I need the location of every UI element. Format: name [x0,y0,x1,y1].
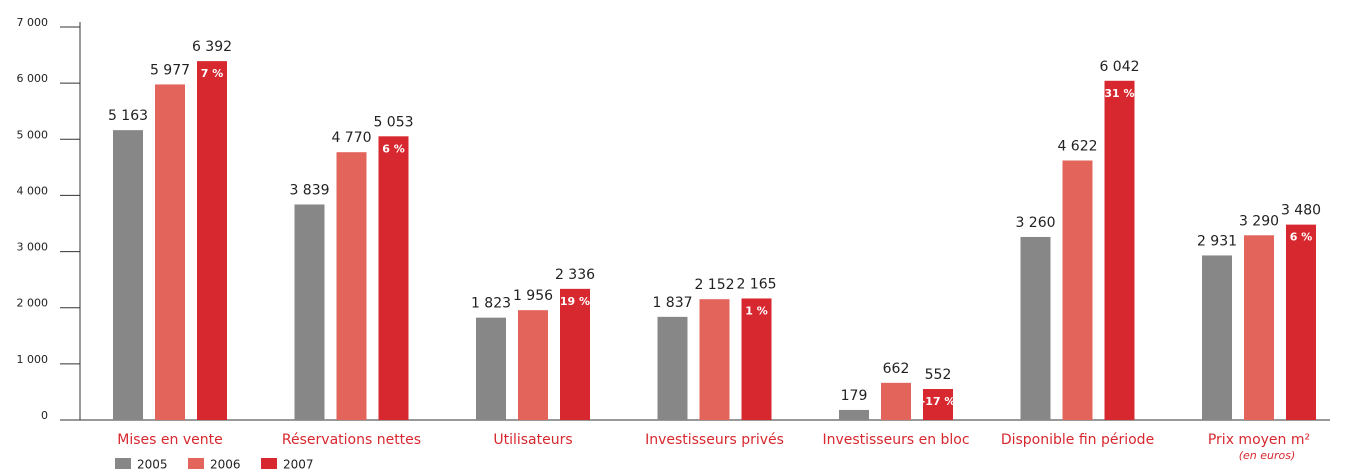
value-label: 1 956 [513,288,553,304]
value-label: 2 152 [694,277,734,293]
value-label: 6 392 [192,39,232,55]
value-label: 4 770 [331,130,371,146]
bar [657,316,688,420]
bar [378,136,409,420]
change-label: 6 % [382,142,405,155]
legend-label: 2005 [137,458,168,472]
y-tick-label: 0 [41,409,48,422]
value-label: 3 839 [289,182,329,198]
value-label: 662 [883,361,910,377]
legend-swatch [261,458,277,469]
bar [1286,224,1316,420]
x-tick-label: Prix moyen m² [1208,432,1310,448]
value-label: 5 163 [108,108,148,124]
bar [1104,80,1135,421]
value-label: 552 [925,367,952,383]
value-label: 2 336 [555,267,595,283]
x-tick-label: Investisseurs privés [645,432,784,448]
bar [839,409,869,420]
y-tick-label: 5 000 [17,128,49,141]
value-label: 3 260 [1015,215,1055,231]
bar [197,61,227,420]
bar [741,298,772,420]
change-label: 7 % [201,67,224,80]
y-tick-label: 4 000 [17,184,49,197]
legend-label: 2006 [210,458,241,472]
bar [560,288,590,420]
value-label: 6 042 [1099,59,1139,75]
value-label: 2 931 [1197,233,1237,249]
value-label: 5 053 [373,114,413,130]
value-label: 2 165 [736,276,776,292]
x-tick-label: Réservations nettes [282,432,421,448]
x-tick-label: Disponible fin période [1001,432,1154,448]
bar [518,310,548,420]
bar [294,204,325,420]
y-tick-label: 7 000 [17,16,49,29]
value-label: 3 290 [1239,213,1279,229]
change-label: 6 % [1290,231,1313,244]
y-tick-label: 1 000 [17,353,49,366]
value-label: 179 [841,388,868,404]
value-label: 4 622 [1057,139,1097,155]
legend-swatch [115,458,131,469]
x-tick-label: Mises en vente [117,432,222,448]
change-label: 19 % [560,295,590,308]
bar [476,317,506,420]
legend-swatch [188,458,204,469]
category-note: (en euros) [1239,449,1296,462]
change-label: 1 % [745,304,768,317]
y-tick-label: 6 000 [17,72,49,85]
bar [155,84,185,420]
value-label: 3 480 [1281,203,1321,219]
y-tick-label: 2 000 [17,297,49,310]
x-tick-label: Investisseurs en bloc [822,432,969,448]
change-label: -17 % [921,395,956,408]
bar [1020,236,1051,420]
legend-label: 2007 [283,458,314,472]
change-label: 31 % [1104,87,1134,100]
value-label: 1 823 [471,296,511,312]
x-tick-label: Utilisateurs [493,432,572,448]
bar [881,382,911,420]
bar [1244,235,1274,420]
bar [923,389,953,420]
bar [1202,255,1232,420]
bar [336,152,367,420]
value-label: 5 977 [150,62,190,78]
bar [1062,160,1093,420]
y-tick-label: 3 000 [17,241,49,254]
value-label: 1 837 [652,295,692,311]
bar [699,299,730,420]
bar [113,130,143,420]
